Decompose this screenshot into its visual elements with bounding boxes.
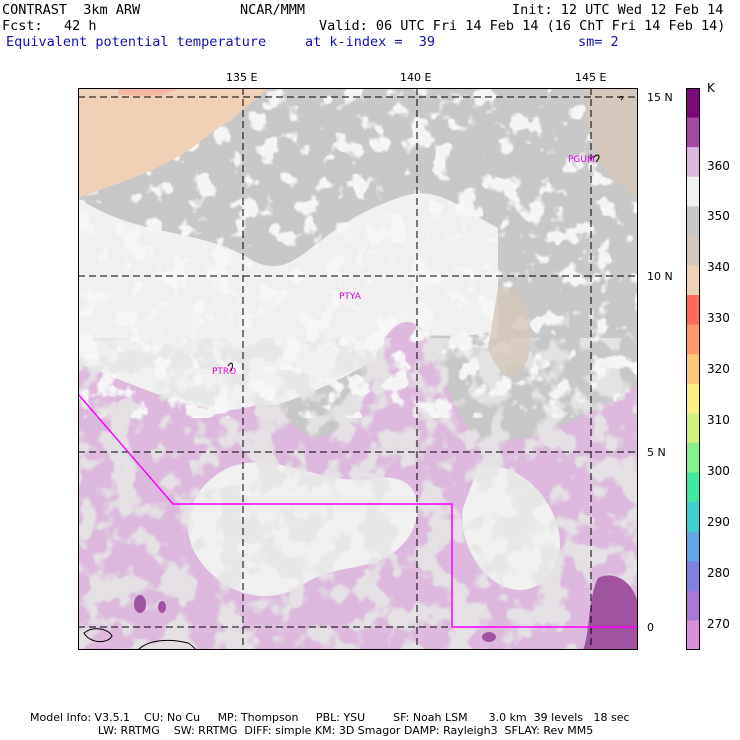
colorbar-border (686, 88, 700, 650)
colorbar-swatch (686, 324, 700, 355)
dark-purple-region (583, 575, 638, 650)
colorbar-unit: K (707, 81, 715, 95)
colorbar-swatch (686, 561, 700, 592)
smoothing-info: sm= 2 (578, 34, 619, 50)
colorbar-tick-label: 330 (707, 311, 730, 325)
station-label-ptya: PTYA (339, 292, 362, 302)
colorbar-swatch (686, 442, 700, 474)
lat-label-0: 0 (647, 621, 654, 634)
colorbar-tick-label: 300 (707, 464, 730, 478)
colorbar-swatch (686, 531, 700, 562)
coastline (592, 154, 600, 163)
coastline (83, 628, 113, 643)
peach-dark-patch (118, 88, 178, 96)
colorbar-swatch (686, 354, 700, 385)
colorbar-swatch (686, 413, 700, 444)
colorbar-swatch (686, 620, 700, 650)
tan-region (585, 88, 638, 198)
colorbar-swatch (686, 295, 700, 326)
colorbar-swatch (686, 265, 700, 296)
colorbar-swatch (686, 502, 700, 533)
lat-label-5n: 5 N (647, 446, 666, 459)
map-border (78, 88, 638, 650)
colorbar-swatch (686, 176, 700, 207)
init-time: Init: 12 UTC Wed 12 Feb 14 (512, 2, 724, 18)
colorbar-swatch (686, 206, 700, 237)
colorbar-tick-label: 280 (707, 566, 730, 580)
equivalent-potential-temperature-map: PGUM PTYA PTRO (78, 88, 638, 650)
coastline (227, 362, 233, 372)
lat-label-10n: 10 N (647, 270, 673, 283)
colorbar-tick-label: 360 (707, 159, 730, 173)
dark-purple-spot (134, 595, 146, 613)
field-name: Equivalent potential temperature (6, 34, 267, 50)
colorbar-tick-label: 310 (707, 413, 730, 427)
colorbar-tick-label: 340 (707, 260, 730, 274)
colorbar-swatch (686, 472, 700, 503)
lat-label-15n: 15 N (647, 91, 673, 104)
colorbar-swatch (686, 117, 700, 148)
station-label-ptro: PTRO (212, 367, 236, 377)
colorbar-tick-label: 320 (707, 362, 730, 376)
forecast-hours: 42 h (64, 18, 97, 34)
dark-purple-spot (158, 601, 166, 613)
region-boundary (78, 393, 638, 628)
dark-purple-spot (482, 632, 496, 642)
colorbar-tick-label: 290 (707, 515, 730, 529)
lon-label-140: 140 E (400, 71, 432, 84)
model-info-line1: Model Info: V3.5.1 CU: No Cu MP: Thompso… (30, 711, 630, 724)
coastline (618, 96, 623, 101)
organization: NCAR/MMM (240, 2, 306, 18)
colorbar-swatch (686, 383, 700, 414)
lon-label-135: 135 E (226, 71, 258, 84)
colorbar-tick-label: 270 (707, 617, 730, 631)
colorbar-swatch (686, 590, 700, 622)
tan-patch (488, 286, 531, 377)
colorbar (686, 88, 700, 650)
colorbar-swatch (686, 88, 700, 119)
forecast-label: Fcst: (2, 18, 43, 34)
colorbar-swatch (686, 147, 700, 178)
graticule (78, 88, 638, 650)
colorbar-tick-label: 350 (707, 209, 730, 223)
peach-region (78, 88, 268, 198)
level-info: at k-index = 39 (305, 34, 436, 50)
model-title: CONTRAST 3km ARW (2, 2, 141, 18)
lon-label-145: 145 E (575, 71, 607, 84)
station-label-pgum: PGUM (568, 155, 595, 165)
model-info-line2: LW: RRTMG SW: RRTMG DIFF: simple KM: 3D … (98, 724, 594, 737)
colorbar-swatch (686, 235, 700, 267)
valid-time: Valid: 06 UTC Fri 14 Feb 14 (16 ChT Fri … (319, 18, 726, 34)
